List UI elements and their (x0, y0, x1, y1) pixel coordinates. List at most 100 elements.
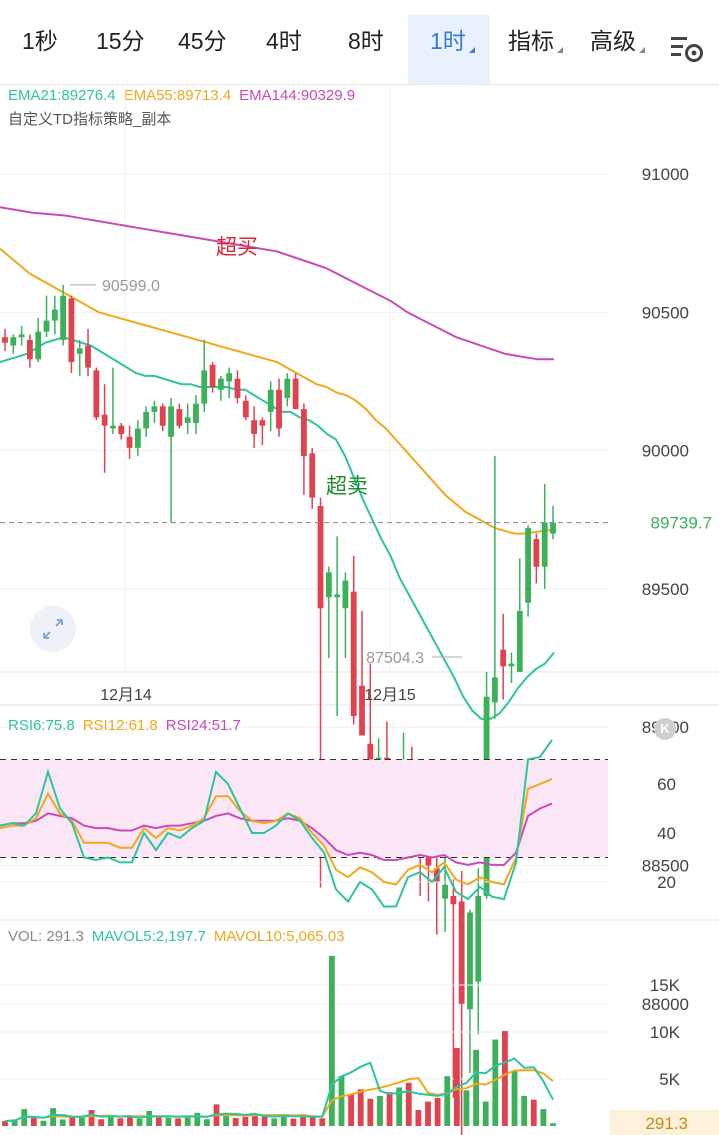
candle-body (60, 295, 67, 340)
rsi-tick-label: 40 (657, 824, 676, 843)
volume-bar (521, 1095, 528, 1126)
candle-body (525, 528, 531, 603)
volume-bar (367, 1098, 374, 1126)
volume-bar (290, 1118, 297, 1126)
candle-body (76, 348, 83, 354)
overbought-signal: 超买 (216, 236, 258, 259)
candle-body (134, 428, 141, 448)
volume-bar (11, 1119, 18, 1126)
current-price-tag-bg (612, 509, 719, 536)
ema-legend: EMA21:89276.4 EMA55:89713.4 EMA144:90329.9 (8, 87, 363, 104)
candle-body (359, 685, 365, 736)
volume-bar (2, 1121, 8, 1126)
candle-body (475, 895, 482, 982)
volume-bar (117, 1118, 124, 1126)
chart-settings-icon[interactable] (670, 34, 704, 64)
candle-body (193, 403, 199, 423)
low-price-label: 87504.3 (366, 650, 424, 667)
volume-current-label: 291.3 (645, 1114, 688, 1133)
rsi6-line (0, 739, 553, 908)
candle-body (143, 411, 150, 429)
volume-bar (338, 1076, 345, 1126)
volume-bar (540, 1109, 547, 1126)
candle-body (18, 334, 25, 338)
candle-body (176, 409, 183, 426)
candle-body (234, 378, 241, 399)
tab-15m[interactable]: 15分 (96, 28, 145, 54)
candle-body (317, 505, 324, 609)
high-price-label: 90599.0 (102, 278, 160, 295)
candle-body (284, 378, 291, 399)
candle-body (126, 436, 133, 448)
current-price-label: 89739.7 (651, 514, 712, 533)
candle-body (301, 409, 307, 457)
volume-bar (511, 1070, 518, 1126)
candle-body (550, 522, 556, 534)
rsi-band (0, 759, 608, 858)
volume-legend: VOL: 291.3 MAVOL5:2,197.7 MAVOL10:5,065.03 (8, 928, 353, 945)
candle-body (350, 591, 357, 717)
volume-current-tag-bg (610, 1110, 719, 1135)
candle-body (93, 370, 100, 418)
volume-bar (194, 1112, 201, 1126)
volume-bar (184, 1116, 191, 1126)
price-tick-label: 88500 (642, 857, 689, 876)
candle-body (442, 884, 448, 899)
price-tick-label: 90500 (642, 303, 689, 322)
candle-body (209, 364, 216, 387)
rsi-tick-label: 20 (657, 873, 676, 892)
candle-body (516, 611, 523, 672)
candle-body (508, 663, 515, 667)
volume-bar (261, 1115, 268, 1126)
candle-body (43, 320, 50, 332)
volume-tick-label: 15K (650, 976, 681, 995)
volume-bar (357, 1089, 364, 1126)
candle-body (2, 337, 8, 343)
timeframe-tabbar: 1秒 15分 45分 4时 8时 1时 指标 高级 (0, 0, 719, 85)
price-tick-label: 90000 (642, 442, 689, 461)
volume-bar (232, 1118, 239, 1126)
candle-body (467, 912, 473, 1010)
tab-indicators[interactable]: 指标 (508, 22, 563, 56)
expand-icon[interactable] (30, 606, 76, 652)
volume-bar (136, 1118, 143, 1126)
candle-body (342, 580, 349, 609)
ema55-value: EMA55:89713.4 (123, 87, 232, 104)
volume-tick-label: 5K (659, 1070, 680, 1089)
volume-bar (271, 1118, 278, 1126)
candle-body (151, 406, 158, 412)
price-tick-label: 88000 (642, 995, 689, 1014)
volume-tick-label: 10K (650, 1023, 681, 1042)
tab-1h[interactable]: 1时 (430, 22, 475, 56)
price-tick-label: 91000 (642, 165, 689, 184)
tab-1s[interactable]: 1秒 (22, 28, 58, 54)
volume-bar (252, 1113, 258, 1126)
volume-bar (98, 1119, 105, 1126)
rsi12-value: RSI12:61.8 (82, 717, 158, 734)
volume-bar (175, 1118, 181, 1126)
volume-bar (415, 1110, 422, 1126)
vol-value: VOL: 291.3 (8, 928, 84, 945)
ema144-value: EMA144:90329.9 (239, 87, 356, 104)
ema144-line (0, 206, 554, 361)
ema21-value: EMA21:89276.4 (8, 87, 116, 104)
tab-45m[interactable]: 45分 (178, 28, 227, 54)
volume-bar (550, 1123, 556, 1126)
strategy-label: 自定义TD指标策略_副本 (8, 111, 172, 128)
tab-advanced[interactable]: 高级 (590, 22, 645, 56)
candle-body (101, 414, 108, 426)
k-icon[interactable]: K (654, 718, 676, 740)
tab-4h[interactable]: 4时 (266, 28, 302, 54)
caret-icon (468, 47, 475, 53)
candle-body (159, 406, 166, 426)
tab-8h[interactable]: 8时 (348, 28, 384, 54)
volume-bar (492, 1039, 499, 1126)
candle-body (259, 420, 266, 426)
candle-body (118, 425, 125, 435)
candle-body (27, 339, 33, 360)
volume-bar (463, 1090, 470, 1126)
candle-body (251, 420, 257, 435)
volume-bar (79, 1117, 85, 1126)
candle-body (35, 331, 42, 360)
